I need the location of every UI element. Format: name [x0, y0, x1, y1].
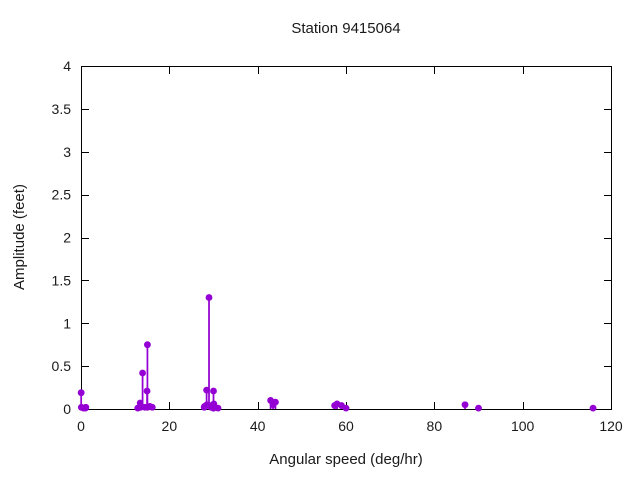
chart-title: Station 9415064: [291, 20, 401, 37]
plot-border: [81, 66, 612, 410]
data-point: [143, 387, 151, 395]
data-point: [144, 341, 151, 349]
x-tick-label: 0: [77, 418, 85, 434]
x-tick-label: 60: [338, 418, 354, 434]
y-tick-label: 3.5: [52, 101, 72, 117]
y-tick-label: 3: [63, 144, 71, 160]
data-point: [210, 400, 218, 408]
data-point: [82, 403, 90, 411]
x-tick-label: 40: [250, 418, 266, 434]
data-point: [475, 404, 482, 412]
data-point: [148, 403, 156, 411]
data-point: [77, 389, 85, 397]
y-tick-label: 2.5: [52, 187, 72, 203]
data-point: [342, 404, 350, 412]
y-tick-label: 1.5: [52, 272, 72, 288]
y-tick-label: 0: [63, 401, 71, 417]
x-tick-label: 80: [427, 418, 443, 434]
data-point: [139, 369, 146, 377]
y-tick-label: 4: [63, 58, 71, 74]
y-tick-label: 2: [63, 230, 71, 246]
y-tick-label: 1: [63, 315, 71, 331]
data-point: [461, 401, 469, 409]
x-tick-label: 120: [599, 418, 623, 434]
x-tick-label: 20: [162, 418, 178, 434]
data-point: [205, 294, 213, 301]
x-axis-title: Angular speed (deg/hr): [269, 451, 423, 468]
x-tick-label: 100: [511, 418, 535, 434]
data-point: [214, 404, 222, 412]
data-point: [210, 387, 217, 395]
data-point: [203, 386, 211, 394]
data-point: [589, 404, 597, 412]
data-point: [272, 398, 279, 406]
y-tick-label: 0.5: [52, 358, 72, 374]
